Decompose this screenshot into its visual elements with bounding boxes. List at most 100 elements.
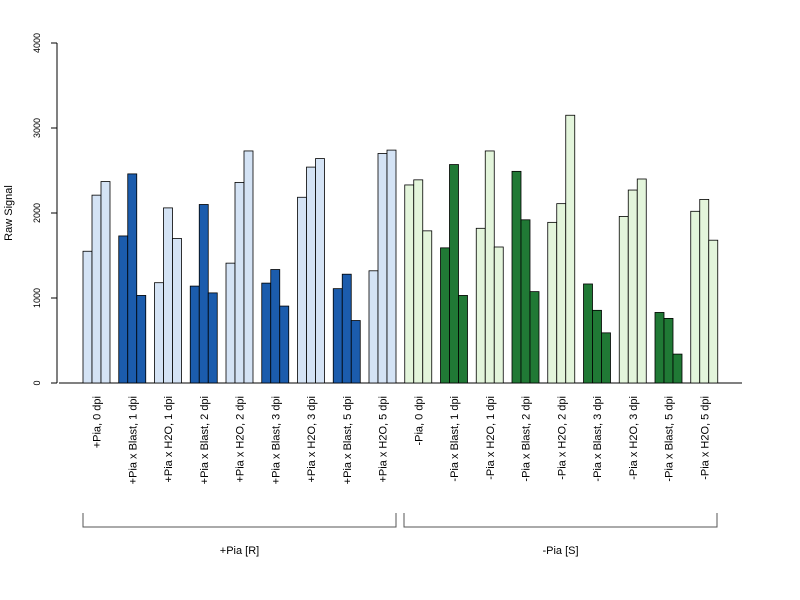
bar-group (690, 198, 719, 384)
bar-group (618, 178, 647, 384)
bar-group (404, 179, 433, 384)
bar-group (511, 170, 540, 384)
x-tick-label: -Pia x Blast, 1 dpi (449, 396, 461, 482)
bar (440, 247, 450, 384)
x-tick-label: -Pia x Blast, 3 dpi (592, 396, 604, 482)
bar (484, 150, 495, 384)
x-tick-label: -Pia x H2O, 5 dpi (699, 396, 711, 480)
x-tick-label: -Pia x H2O, 2 dpi (556, 396, 568, 480)
bar (127, 173, 138, 384)
bar-group (82, 181, 111, 384)
bar (118, 235, 129, 384)
bar (332, 288, 343, 384)
x-tick-label: -Pia x Blast, 5 dpi (664, 396, 676, 482)
x-tick-label: +Pia x Blast, 3 dpi (270, 396, 282, 484)
bar (627, 189, 638, 384)
bar (404, 184, 415, 384)
bar (511, 170, 522, 384)
x-tick-label: +Pia, 0 dpi (92, 396, 104, 448)
x-tick-label: -Pia x H2O, 3 dpi (628, 396, 640, 480)
bar (341, 273, 352, 384)
bar (198, 204, 209, 384)
group-bracket (82, 513, 397, 528)
bar (583, 283, 593, 384)
bar (225, 262, 236, 384)
y-tick-label: 0 (32, 380, 42, 385)
bar-group (118, 173, 147, 384)
bar (413, 179, 424, 384)
bar (458, 295, 468, 384)
bar (663, 317, 674, 384)
bar-group (261, 269, 290, 384)
bars (82, 114, 719, 384)
bar (708, 239, 719, 384)
bar (592, 309, 602, 384)
bar (529, 291, 540, 384)
bar (377, 153, 388, 384)
x-tick-label: +Pia x Blast, 1 dpi (127, 396, 139, 484)
x-tick-label: +Pia x H2O, 5 dpi (378, 396, 390, 483)
bar (270, 269, 281, 384)
bar (449, 164, 459, 384)
bar (100, 181, 111, 384)
group-bracket (403, 513, 718, 528)
x-tick-label: -Pia, 0 dpi (413, 396, 425, 446)
bar (234, 181, 245, 384)
x-tick-label: +Pia x Blast, 2 dpi (199, 396, 211, 484)
bar (520, 219, 531, 384)
bar-group (189, 204, 218, 384)
bar-group (654, 312, 683, 384)
bar (422, 230, 433, 384)
bar-group (440, 164, 468, 384)
y-tick-label: 3000 (32, 118, 42, 138)
x-tick-label: +Pia x H2O, 3 dpi (306, 396, 318, 483)
bar (672, 353, 683, 384)
bar (136, 295, 147, 384)
bar (636, 178, 647, 384)
bar-group (332, 273, 361, 384)
group-label: +Pia [R] (220, 545, 259, 557)
bar (556, 203, 567, 384)
bar (547, 221, 558, 384)
bar (618, 215, 629, 384)
bar (565, 114, 576, 384)
x-tick-label: +Pia x H2O, 1 dpi (163, 396, 175, 483)
bar-group (297, 158, 325, 384)
group-brackets: +Pia [R] -Pia [S] (82, 513, 718, 557)
bar-group (547, 114, 576, 384)
y-tick-label: 2000 (32, 203, 42, 223)
x-tick-label: -Pia x H2O, 1 dpi (485, 396, 497, 480)
bar (243, 150, 254, 384)
y-axis-label: Raw Signal (3, 185, 15, 241)
bar (154, 282, 164, 384)
x-tick-label: +Pia x H2O, 2 dpi (235, 396, 247, 483)
bar (699, 198, 710, 384)
x-tick-labels: +Pia, 0 dpi +Pia x Blast, 1 dpi +Pia x H2O… (92, 396, 712, 484)
bar (368, 270, 379, 384)
bar (601, 332, 611, 384)
bar-group (475, 150, 504, 384)
y-tick-label: 4000 (32, 33, 42, 53)
bar (350, 320, 361, 384)
bar (207, 292, 218, 384)
bar (315, 158, 325, 384)
y-tick-label: 1000 (32, 288, 42, 308)
bar (163, 207, 173, 384)
bar (386, 149, 397, 384)
bar (690, 210, 701, 384)
x-tick-label: -Pia x Blast, 2 dpi (521, 396, 533, 482)
bar (475, 227, 486, 384)
bar (261, 282, 272, 384)
bar-group (225, 150, 254, 384)
bar (654, 312, 665, 384)
bar (91, 194, 102, 384)
group-label: -Pia [S] (542, 545, 578, 557)
x-tick-label: +Pia x Blast, 5 dpi (342, 396, 354, 484)
bar (297, 196, 307, 384)
bar (306, 166, 316, 384)
bar (172, 238, 182, 384)
bar (279, 305, 290, 384)
bar (82, 250, 93, 384)
bar (189, 285, 200, 384)
